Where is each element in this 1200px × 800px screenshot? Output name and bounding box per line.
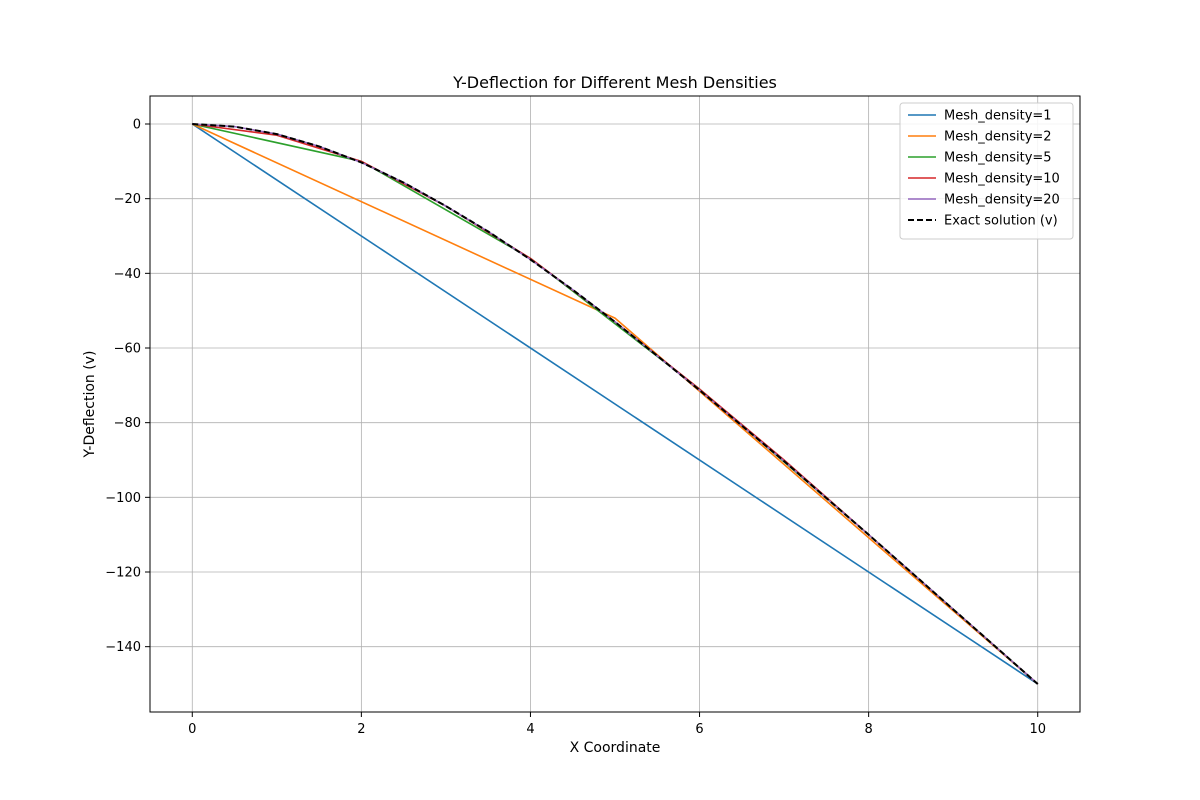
- legend-label: Exact solution (v): [944, 214, 1058, 229]
- x-tick-label: 0: [188, 722, 196, 737]
- legend-label: Mesh_density=1: [944, 109, 1052, 124]
- legend-label: Mesh_density=20: [944, 193, 1060, 208]
- x-tick-label: 8: [864, 722, 872, 737]
- series-line-exact-solution-v: [192, 123, 1039, 685]
- series-line-mesh-density-1: [191, 123, 1039, 685]
- y-axis-title: Y-Deflection (v): [82, 351, 98, 459]
- x-tick-label: 2: [357, 722, 365, 737]
- y-tick-label: −120: [105, 566, 141, 581]
- chart-title: Y-Deflection for Different Mesh Densitie…: [452, 73, 777, 92]
- y-tick-label: −40: [114, 267, 141, 282]
- series-lines: [191, 123, 1039, 685]
- y-tick-label: −100: [105, 491, 141, 506]
- series-line-mesh-density-2: [191, 123, 1039, 685]
- plot-frame: [149, 95, 1081, 713]
- legend-box: [899, 102, 1074, 240]
- x-axis-title: X Coordinate: [570, 740, 661, 756]
- x-tick-label: 4: [526, 722, 534, 737]
- y-tick-label: −60: [114, 342, 141, 357]
- axis-ticks: 0 2 4 6 8 10 0 −20 −40 −60 −80 −100 −120 −140: [105, 118, 1046, 738]
- y-tick-label: −20: [114, 192, 141, 207]
- x-tick-label: 6: [695, 722, 703, 737]
- y-tick-label: −140: [105, 640, 141, 655]
- legend-label: Mesh_density=10: [944, 172, 1060, 187]
- legend-label: Mesh_density=2: [944, 130, 1052, 145]
- legend-label: Mesh_density=5: [944, 151, 1052, 166]
- y-tick-label: 0: [133, 118, 141, 133]
- x-tick-label: 10: [1029, 722, 1046, 737]
- legend: Mesh_density=1 Mesh_density=2 Mesh_density…: [899, 102, 1074, 240]
- y-tick-label: −80: [114, 416, 141, 431]
